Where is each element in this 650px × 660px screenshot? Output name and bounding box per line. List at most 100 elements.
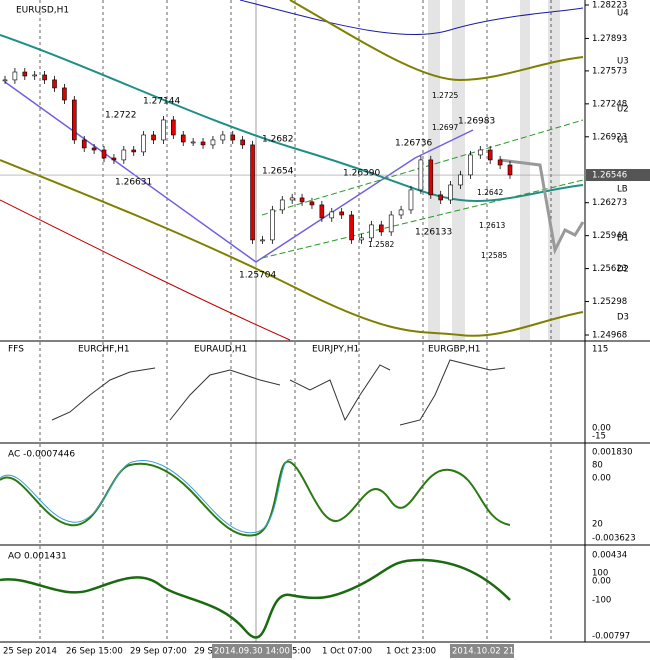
ffs-lines bbox=[51, 359, 506, 426]
candle bbox=[497, 159, 503, 166]
shaded-zones bbox=[428, 0, 560, 340]
candle bbox=[22, 71, 28, 77]
symbol-label: EURGBP,H1 bbox=[428, 345, 480, 355]
panel-axis-label: 0.00 bbox=[592, 424, 611, 434]
candle bbox=[289, 197, 295, 201]
price-annotation: 1.27144 bbox=[143, 97, 180, 107]
candle bbox=[111, 157, 117, 161]
panel-label: FFS bbox=[8, 345, 24, 355]
candle bbox=[260, 239, 265, 242]
candle bbox=[398, 209, 404, 216]
price-annotation: 1.2722 bbox=[105, 111, 137, 121]
panel-axis-label: 20 bbox=[592, 520, 603, 530]
candle bbox=[458, 174, 463, 186]
time-highlight-box bbox=[212, 644, 292, 658]
price-annotation: 1.2582 bbox=[368, 240, 394, 249]
price-annotation: 1.26983 bbox=[458, 117, 495, 127]
candle bbox=[418, 159, 424, 191]
price-annotation: 1.26390 bbox=[343, 169, 380, 179]
chart-title: EURUSD,H1 bbox=[16, 6, 69, 16]
candle bbox=[388, 214, 394, 233]
price-annotation: 1.2585 bbox=[481, 251, 507, 260]
panel-axis-label: 0.00 bbox=[592, 474, 611, 484]
candle bbox=[270, 209, 275, 241]
candle bbox=[468, 154, 473, 176]
price-annotation: 1.2642 bbox=[477, 188, 503, 197]
time-label: 1 Oct 07:00 bbox=[322, 647, 372, 657]
panel-axis-label: 0.001830 bbox=[592, 448, 633, 458]
candle bbox=[200, 141, 206, 146]
candle bbox=[32, 74, 38, 77]
candle bbox=[12, 71, 18, 81]
price-label: 1.26273 bbox=[592, 198, 627, 208]
price-annotation: 1.26736 bbox=[395, 139, 432, 149]
candle bbox=[339, 211, 344, 216]
candle bbox=[62, 87, 67, 101]
price-label: 1.25298 bbox=[592, 297, 627, 307]
candle bbox=[359, 237, 364, 241]
level-label: D1 bbox=[617, 234, 629, 244]
candle bbox=[279, 199, 285, 211]
candle bbox=[250, 144, 255, 241]
candle bbox=[329, 211, 335, 219]
panel-label: AC -0.0007446 bbox=[8, 450, 75, 460]
price-annotation: 1.25704 bbox=[239, 271, 276, 281]
panel-label: AO 0.001431 bbox=[8, 552, 67, 562]
candle bbox=[477, 149, 483, 156]
candle bbox=[408, 189, 414, 211]
panel-axis-label: 0.00434 bbox=[592, 551, 627, 561]
price-annotation: 1.2725 bbox=[432, 91, 458, 100]
current-price-box bbox=[586, 169, 650, 182]
candle bbox=[171, 119, 176, 136]
candle bbox=[438, 194, 443, 201]
current-price: 1.26546 bbox=[592, 171, 627, 181]
level-label: U4 bbox=[617, 9, 629, 19]
candle bbox=[319, 204, 325, 219]
price-annotation: 1.26631 bbox=[115, 178, 152, 188]
price-label: 1.27573 bbox=[592, 66, 627, 76]
candle bbox=[428, 159, 434, 196]
time-highlight: 2014.10.02 21:00 bbox=[452, 647, 528, 657]
indicator-lines bbox=[0, 0, 585, 341]
candle bbox=[121, 149, 127, 161]
panel-axis-label: -15 bbox=[592, 432, 606, 442]
time-label: 1 Oct 23:00 bbox=[386, 647, 436, 657]
level-label: U2 bbox=[617, 105, 629, 115]
candle bbox=[91, 147, 97, 151]
candle bbox=[141, 134, 146, 153]
level-label: U3 bbox=[617, 57, 629, 67]
time-label: 26 Sep 15:00 bbox=[66, 647, 123, 657]
price-annotation: 1.2682 bbox=[262, 135, 294, 145]
candle bbox=[52, 79, 57, 89]
panel-axis-label: 0.00 bbox=[592, 577, 611, 587]
symbol-label: EURAUD,H1 bbox=[194, 345, 247, 355]
candle bbox=[81, 139, 87, 149]
candle bbox=[309, 201, 315, 206]
price-label: 1.26923 bbox=[592, 132, 627, 142]
candle bbox=[448, 184, 453, 201]
candle bbox=[161, 119, 166, 141]
price-annotation: 1.2654 bbox=[262, 167, 294, 177]
candle bbox=[349, 214, 354, 241]
candle bbox=[240, 139, 245, 146]
price-annotation: 1.2613 bbox=[479, 221, 505, 230]
candle bbox=[369, 224, 374, 239]
candle bbox=[42, 74, 47, 81]
candle bbox=[190, 141, 196, 144]
time-label: 29 Sep 07:00 bbox=[130, 647, 187, 657]
level-label: D3 bbox=[617, 313, 629, 323]
panel-axis-label: -0.00797 bbox=[592, 632, 630, 642]
panel-axis-label: 100 bbox=[592, 569, 608, 579]
candle bbox=[131, 149, 137, 153]
candle bbox=[72, 99, 77, 141]
candle bbox=[378, 224, 384, 233]
time-highlight: 2014.09.30 14:00 bbox=[214, 647, 290, 657]
time-label: 5:00 bbox=[292, 647, 311, 657]
candle bbox=[299, 197, 305, 203]
symbol-label: EURCHF,H1 bbox=[78, 345, 130, 355]
price-label: 1.28223 bbox=[592, 1, 627, 11]
panel-axis-label: -100 bbox=[592, 596, 611, 606]
candle bbox=[230, 134, 236, 141]
